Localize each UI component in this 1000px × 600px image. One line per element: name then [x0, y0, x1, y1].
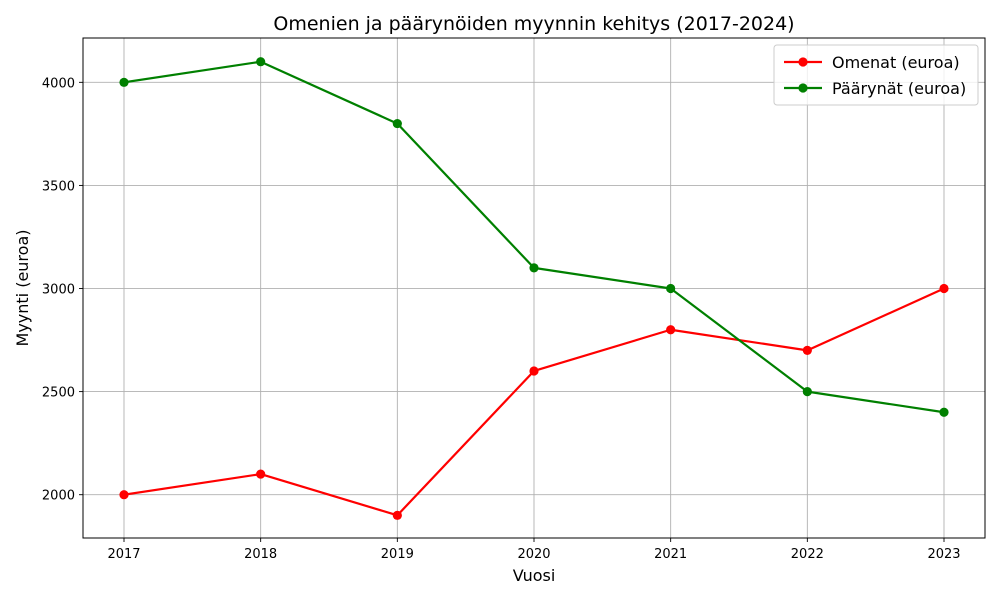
- x-tick-label: 2021: [654, 547, 687, 562]
- x-tick-label: 2022: [791, 547, 824, 562]
- legend-marker-0: [798, 57, 808, 67]
- grid: [83, 38, 985, 538]
- x-tick-label: 2018: [244, 547, 277, 562]
- legend-box: [773, 44, 979, 106]
- x-tick-label: 2017: [107, 547, 140, 562]
- legend: Omenat (euroa) Päärynät (euroa): [773, 44, 979, 106]
- y-tick-label: 2500: [42, 386, 75, 401]
- series-1-point: [802, 387, 812, 397]
- series-1-point: [119, 77, 129, 87]
- y-tick-label: 2000: [42, 489, 75, 504]
- series-0-point: [939, 283, 949, 294]
- series-1-point: [939, 407, 949, 417]
- series-1-point: [256, 57, 266, 67]
- x-axis-title: Vuosi: [513, 566, 556, 585]
- series-0-point: [666, 325, 676, 335]
- y-tick-label: 3500: [42, 179, 75, 194]
- x-tick-label: 2019: [381, 547, 414, 562]
- legend-label-0: Omenat (euroa): [832, 53, 960, 72]
- series-1-point: [666, 283, 676, 294]
- legend-marker-1: [798, 83, 808, 93]
- series-1-point: [529, 263, 539, 273]
- series-1-point: [392, 118, 402, 129]
- x-tick-label: 2020: [517, 547, 550, 562]
- y-axis-title: Myynti (euroa): [13, 230, 32, 347]
- y-tick-label: 4000: [42, 76, 75, 91]
- y-tick-label: 3000: [42, 283, 75, 298]
- axis-ticks: 2017 2018 2019 2020 2021 2022 2023 2000 2500 3000…: [42, 76, 961, 562]
- series-0-point: [119, 490, 129, 500]
- series-layer: [119, 57, 949, 520]
- legend-label-1: Päärynät (euroa): [832, 79, 966, 98]
- series-0-point: [802, 345, 812, 355]
- series-0-point: [256, 469, 266, 479]
- chart-title: Omenien ja päärynöiden myynnin kehitys (…: [273, 13, 794, 35]
- x-tick-label: 2023: [927, 547, 960, 562]
- series-0-point: [529, 366, 539, 376]
- series-0-point: [392, 510, 402, 520]
